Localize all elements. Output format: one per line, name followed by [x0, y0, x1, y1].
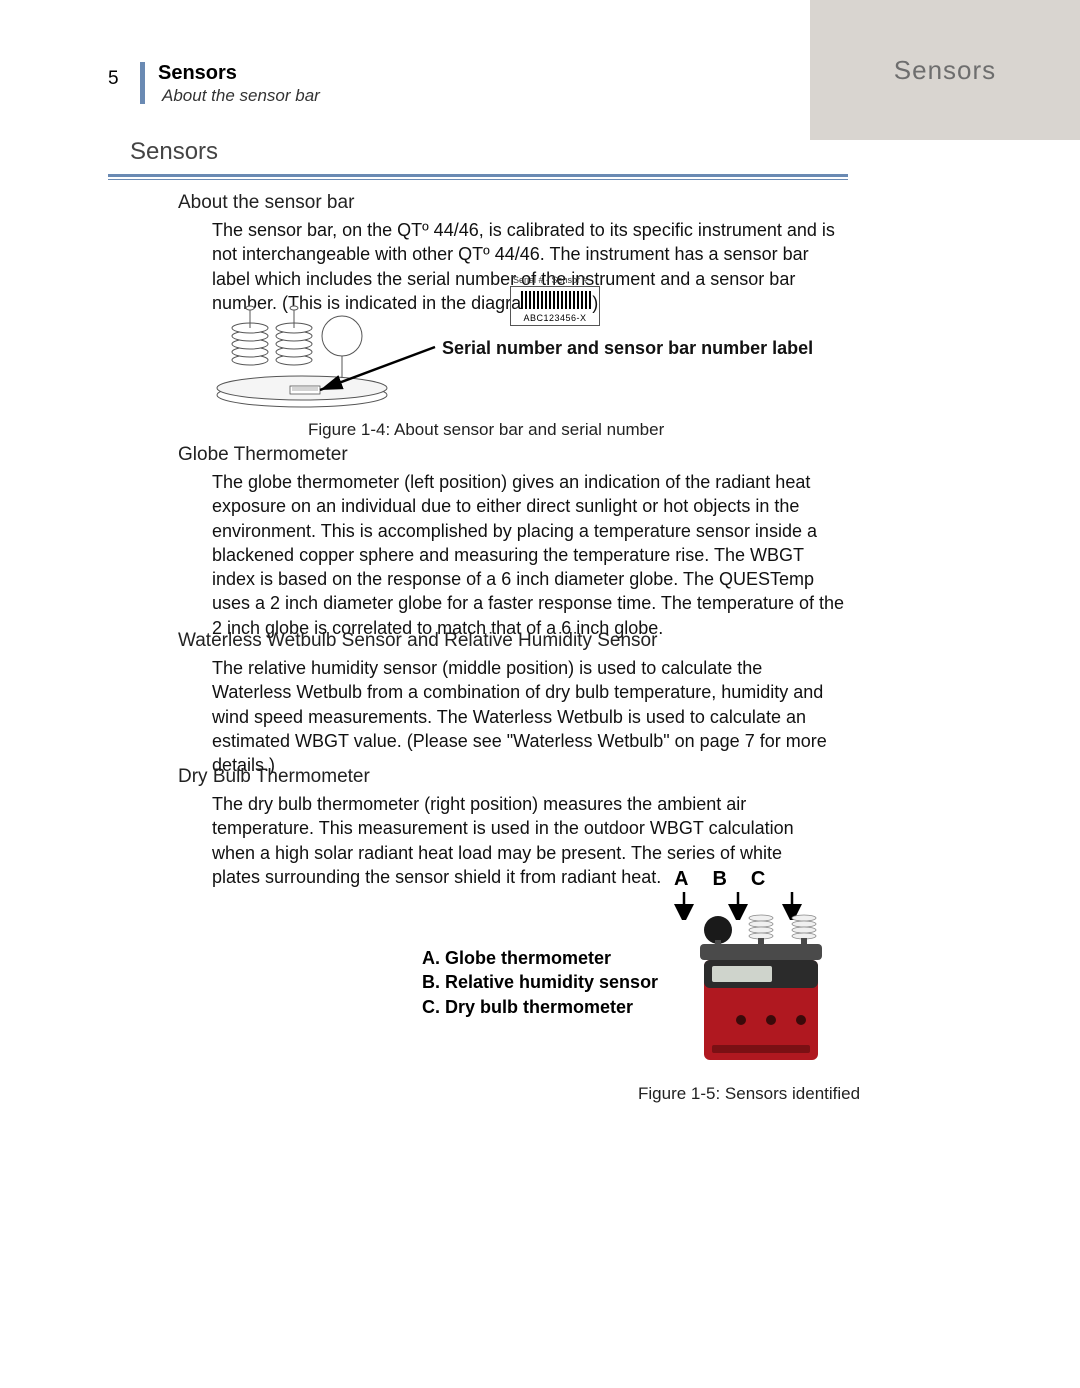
about-heading: About the sensor bar — [178, 192, 354, 214]
serial-label-callout: Serial number and sensor bar number labe… — [442, 338, 813, 359]
page: Sensors 5 Sensors About the sensor bar S… — [0, 0, 1080, 1388]
sensor-legend: A. Globe thermometer B. Relative humidit… — [422, 946, 658, 1019]
side-tab: Sensors — [810, 0, 1080, 140]
label-c: C — [751, 868, 789, 890]
serial-label-box: Serial # - Sensor # ABC123456-X — [510, 286, 600, 326]
device-illustration — [686, 900, 836, 1070]
drybulb-heading: Dry Bulb Thermometer — [178, 766, 370, 788]
abc-labels: ABC — [674, 868, 789, 891]
serial-label-header: Serial # - Sensor # — [513, 275, 588, 285]
header-subtitle: About the sensor bar — [162, 86, 320, 106]
globe-heading: Globe Thermometer — [178, 444, 348, 466]
wetbulb-heading: Waterless Wetbulb Sensor and Relative Hu… — [178, 630, 657, 652]
serial-label-text: ABC123456-X — [511, 313, 599, 323]
section-rule-thick — [108, 174, 848, 177]
legend-a: A. Globe thermometer — [422, 946, 658, 970]
barcode-icon — [521, 291, 591, 309]
label-a: A — [674, 868, 712, 890]
legend-c: C. Dry bulb thermometer — [422, 995, 658, 1019]
globe-body: The globe thermometer (left position) gi… — [212, 470, 844, 640]
header-title: Sensors — [158, 62, 237, 85]
section-title: Sensors — [130, 138, 218, 166]
label-b: B — [712, 868, 750, 890]
wetbulb-body: The relative humidity sensor (middle pos… — [212, 656, 844, 777]
legend-b: B. Relative humidity sensor — [422, 970, 658, 994]
section-rule-thin — [108, 179, 848, 180]
header-vertical-rule — [140, 62, 145, 104]
side-tab-label: Sensors — [894, 55, 996, 86]
page-number: 5 — [108, 68, 119, 90]
figure-1-5-caption: Figure 1-5: Sensors identified — [638, 1084, 860, 1104]
figure-1-4-caption: Figure 1-4: About sensor bar and serial … — [308, 420, 664, 440]
